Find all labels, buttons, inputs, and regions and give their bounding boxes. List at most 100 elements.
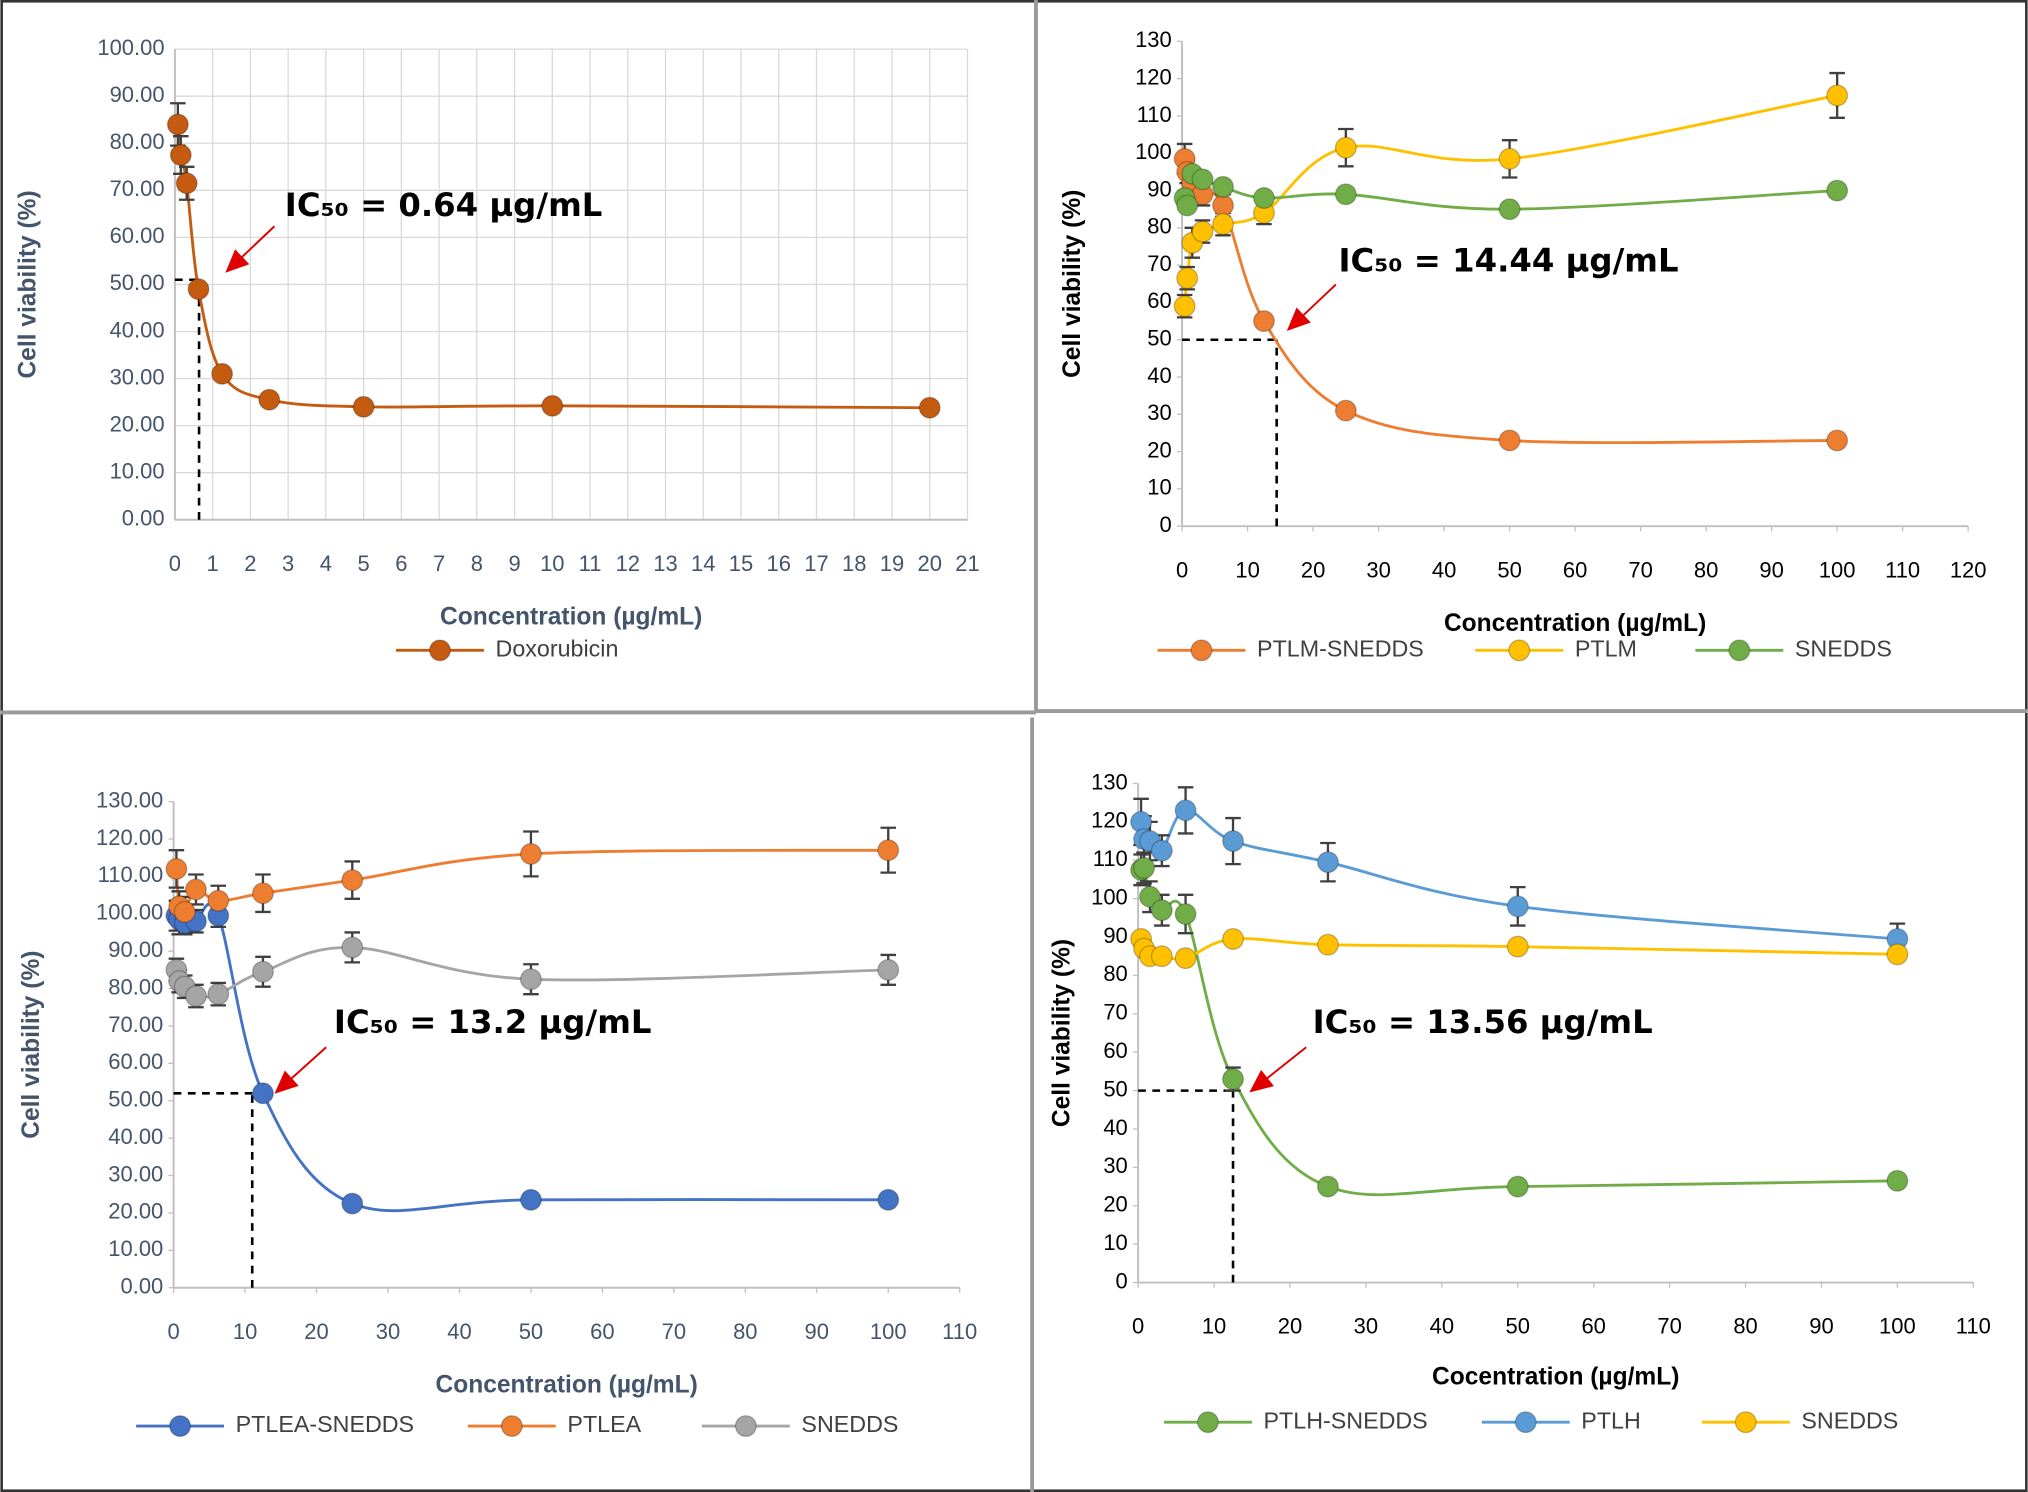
data-point xyxy=(211,362,234,385)
data-point xyxy=(1826,84,1849,107)
data-point xyxy=(1222,927,1245,950)
x-tick-label: 40 xyxy=(1432,557,1456,582)
data-point xyxy=(1506,895,1529,918)
x-tick-label: 10 xyxy=(1235,557,1259,582)
y-tick-label: 50 xyxy=(1103,1076,1127,1101)
x-tick-label: 12 xyxy=(616,551,640,576)
data-point xyxy=(207,983,230,1006)
y-tick-label: 60 xyxy=(1103,1038,1127,1063)
legend-marker xyxy=(1196,1411,1219,1434)
y-tick-label: 10.00 xyxy=(108,1236,163,1261)
y-tick-label: 130 xyxy=(1135,27,1172,52)
x-axis-title: Concentration (µg/mL) xyxy=(435,1371,697,1398)
y-tick-label: 20.00 xyxy=(110,411,165,436)
data-point xyxy=(1212,213,1235,236)
data-point xyxy=(1506,935,1529,958)
data-point xyxy=(251,1082,274,1105)
data-point xyxy=(1506,1175,1529,1198)
data-point xyxy=(1150,945,1173,968)
x-tick-label: 15 xyxy=(729,551,753,576)
data-point xyxy=(341,1192,364,1215)
y-tick-label: 10 xyxy=(1147,475,1171,500)
legend-marker xyxy=(734,1415,757,1438)
x-tick-label: 60 xyxy=(590,1319,614,1344)
ic50-annotation: IC₅₀ = 13.2 µg/mL xyxy=(334,1003,652,1041)
y-tick-label: 120 xyxy=(1091,808,1128,833)
x-tick-label: 0 xyxy=(169,551,181,576)
legend-label: SNEDDS xyxy=(1795,635,1892,661)
x-tick-label: 8 xyxy=(471,551,483,576)
y-axis-title: Cell viability (%) xyxy=(14,190,41,378)
legend-marker xyxy=(1508,639,1531,662)
annotation-arrowhead xyxy=(1249,1069,1274,1093)
x-tick-label: 40 xyxy=(1430,1314,1454,1339)
data-point xyxy=(1826,429,1849,452)
annotation-arrow xyxy=(1262,1046,1307,1082)
x-tick-label: 80 xyxy=(733,1319,757,1344)
data-point xyxy=(1222,1068,1245,1091)
legend-marker xyxy=(1728,639,1751,662)
y-tick-label: 20.00 xyxy=(108,1199,163,1224)
data-point xyxy=(1498,429,1521,452)
data-point xyxy=(175,172,198,195)
data-point xyxy=(1826,179,1849,202)
x-tick-label: 7 xyxy=(433,551,445,576)
y-tick-label: 0 xyxy=(1160,512,1172,537)
y-tick-label: 50.00 xyxy=(108,1087,163,1112)
legend-label: PTLM xyxy=(1575,635,1637,661)
y-tick-label: 40.00 xyxy=(110,317,165,342)
legend-label: PTLEA-SNEDDS xyxy=(236,1411,414,1437)
legend-marker xyxy=(169,1415,192,1438)
data-point xyxy=(541,394,564,417)
y-tick-label: 100.00 xyxy=(96,900,163,925)
x-tick-label: 21 xyxy=(955,551,979,576)
x-tick-label: 14 xyxy=(691,551,715,576)
data-point xyxy=(207,889,230,912)
data-point xyxy=(1174,799,1197,822)
y-tick-label: 70 xyxy=(1147,251,1171,276)
x-tick-label: 17 xyxy=(804,551,828,576)
data-point xyxy=(1498,198,1521,221)
data-point xyxy=(251,960,274,983)
annotation-arrowhead xyxy=(225,249,250,273)
x-tick-label: 60 xyxy=(1563,557,1587,582)
data-point xyxy=(1212,175,1235,198)
data-point xyxy=(169,144,192,167)
y-tick-label: 30 xyxy=(1103,1153,1127,1178)
data-point xyxy=(1886,943,1909,966)
x-tick-label: 50 xyxy=(1497,557,1521,582)
x-tick-label: 20 xyxy=(1278,1314,1302,1339)
y-tick-label: 80.00 xyxy=(108,974,163,999)
x-tick-label: 6 xyxy=(395,551,407,576)
annotation-arrow xyxy=(1298,283,1337,321)
y-axis-title: Cell viability (%) xyxy=(18,951,45,1139)
y-tick-label: 0.00 xyxy=(121,1274,164,1299)
x-tick-label: 30 xyxy=(1354,1314,1378,1339)
data-point xyxy=(1176,267,1199,290)
y-tick-label: 0.00 xyxy=(122,506,165,531)
x-tick-label: 110 xyxy=(1885,557,1920,582)
x-tick-label: 110 xyxy=(942,1319,977,1344)
y-tick-label: 50 xyxy=(1147,326,1171,351)
y-tick-label: 70.00 xyxy=(110,176,165,201)
legend-label: PTLEA xyxy=(567,1411,641,1437)
x-tick-label: 80 xyxy=(1694,557,1718,582)
y-tick-label: 60.00 xyxy=(110,223,165,248)
x-tick-label: 16 xyxy=(767,551,791,576)
x-tick-label: 70 xyxy=(1657,1314,1681,1339)
y-tick-label: 70 xyxy=(1103,1000,1127,1025)
x-tick-label: 10 xyxy=(540,551,564,576)
data-point xyxy=(918,396,941,419)
y-tick-label: 40 xyxy=(1103,1115,1127,1140)
y-tick-label: 80.00 xyxy=(110,129,165,154)
y-tick-label: 90.00 xyxy=(110,82,165,107)
y-tick-label: 100 xyxy=(1091,884,1128,909)
y-tick-label: 120.00 xyxy=(96,825,163,850)
x-tick-label: 70 xyxy=(662,1319,686,1344)
data-point xyxy=(1334,399,1357,422)
data-point xyxy=(519,1188,542,1211)
x-tick-label: 60 xyxy=(1581,1314,1605,1339)
x-tick-label: 10 xyxy=(233,1319,257,1344)
